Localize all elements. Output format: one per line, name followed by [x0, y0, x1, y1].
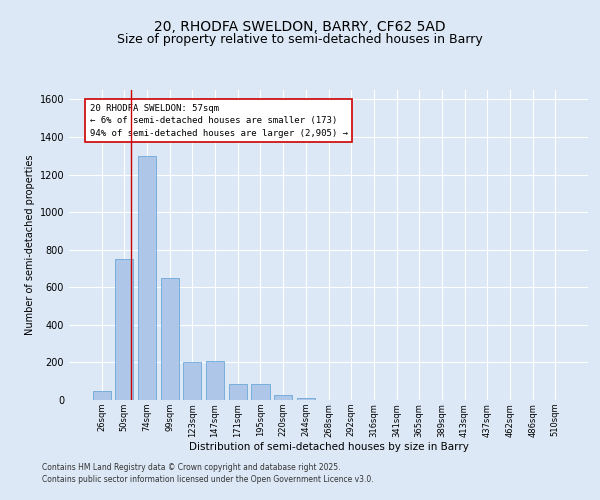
Text: Contains HM Land Registry data © Crown copyright and database right 2025.: Contains HM Land Registry data © Crown c…: [42, 462, 341, 471]
Bar: [92, 390, 111, 400]
Text: 20 RHODFA SWELDON: 57sqm
← 6% of semi-detached houses are smaller (173)
94% of s: 20 RHODFA SWELDON: 57sqm ← 6% of semi-de…: [90, 104, 348, 138]
Bar: [115, 259, 133, 400]
Bar: [138, 156, 156, 400]
Text: Size of property relative to semi-detached houses in Barry: Size of property relative to semi-detach…: [117, 32, 483, 46]
Bar: [184, 362, 202, 400]
Bar: [297, 398, 315, 400]
Bar: [206, 360, 224, 400]
Bar: [161, 278, 179, 400]
Bar: [229, 384, 247, 400]
X-axis label: Distribution of semi-detached houses by size in Barry: Distribution of semi-detached houses by …: [188, 442, 469, 452]
Bar: [251, 384, 269, 400]
Y-axis label: Number of semi-detached properties: Number of semi-detached properties: [25, 155, 35, 335]
Text: 20, RHODFA SWELDON, BARRY, CF62 5AD: 20, RHODFA SWELDON, BARRY, CF62 5AD: [154, 20, 446, 34]
Bar: [274, 396, 292, 400]
Text: Contains public sector information licensed under the Open Government Licence v3: Contains public sector information licen…: [42, 475, 374, 484]
